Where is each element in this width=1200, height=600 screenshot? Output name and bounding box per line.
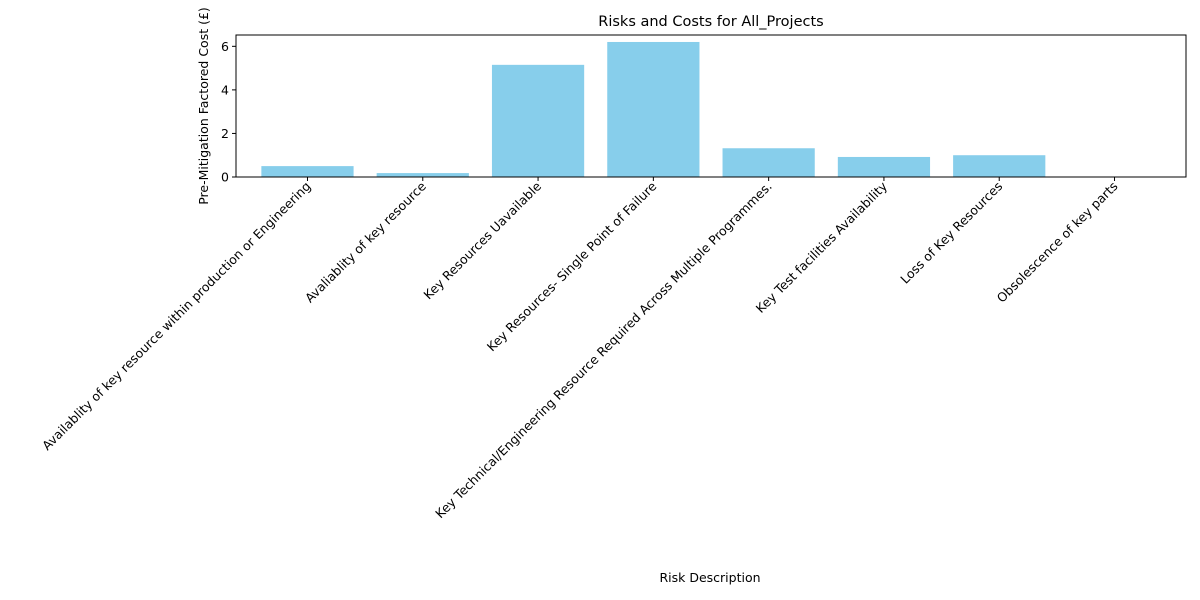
bar <box>376 173 469 177</box>
y-tick-label: 2 <box>221 126 229 141</box>
plot-frame <box>235 34 1187 178</box>
y-axis-label: Pre-Mitigation Factored Cost (£) <box>196 7 211 205</box>
x-tick-label: Availablity of key resource within produ… <box>39 179 314 454</box>
bar <box>837 156 931 177</box>
x-axis: Availablity of key resource within produ… <box>39 177 1121 521</box>
x-tick-label: Loss of Key Resources <box>897 179 1005 287</box>
chart-title: Risks and Costs for All_Projects <box>598 14 823 30</box>
x-tick-label: Obsolescence of key parts <box>994 179 1121 306</box>
bar <box>607 41 700 177</box>
y-axis: 0 2 4 6 <box>221 39 236 185</box>
bar <box>953 155 1046 177</box>
x-axis-label: Risk Description <box>659 570 760 585</box>
bars-group <box>261 41 1046 177</box>
x-tick-label: Key Test facilities Availability <box>753 178 891 316</box>
y-tick-label: 6 <box>221 39 229 54</box>
y-tick-label: 0 <box>221 170 229 185</box>
x-tick-label: Key Resources Uavailable <box>420 178 544 302</box>
y-tick-label: 4 <box>221 82 229 97</box>
bar <box>722 148 815 177</box>
x-tick-label: Avaliablity of key resource <box>302 178 429 305</box>
bar <box>491 64 585 177</box>
bar <box>261 166 354 177</box>
